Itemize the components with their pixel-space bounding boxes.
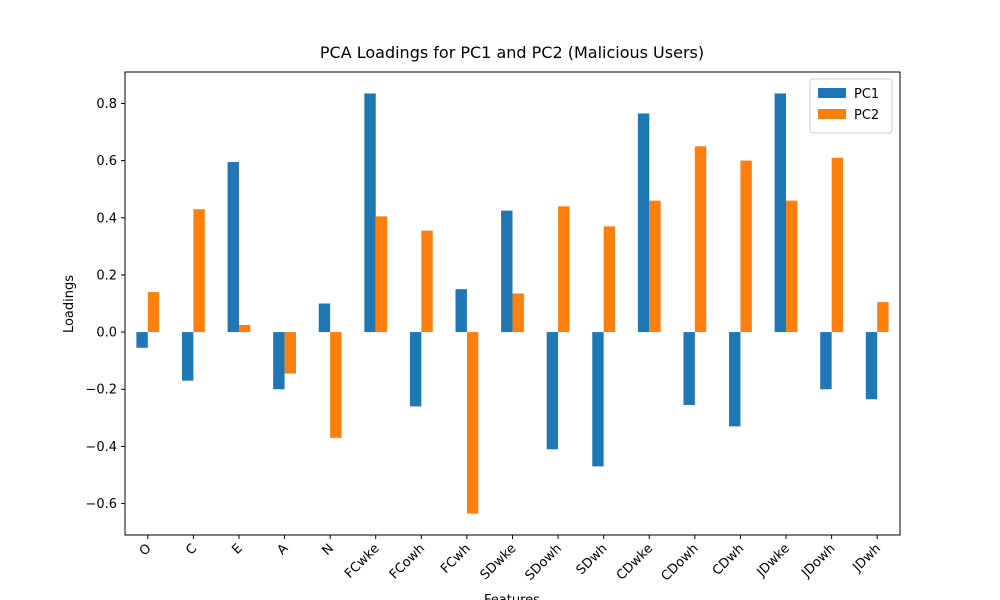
- y-tick-label: 0.8: [96, 97, 117, 112]
- x-tick-label: SDwh: [574, 541, 611, 578]
- bar: [147, 292, 160, 333]
- bar: [455, 289, 467, 333]
- y-axis-label: Loadings: [62, 275, 77, 333]
- x-tick-label: A: [274, 541, 291, 558]
- x-tick-label: C: [183, 541, 200, 558]
- bar: [546, 332, 559, 450]
- x-tick-label: FCowh: [387, 541, 428, 582]
- legend-label: PC1: [854, 87, 879, 102]
- x-tick-label: JDwke: [754, 541, 793, 580]
- bar: [694, 146, 707, 333]
- bar: [193, 209, 205, 333]
- plot-frame: [124, 71, 901, 536]
- bar: [136, 332, 148, 348]
- bar: [501, 210, 513, 333]
- x-tick-label: JDowh: [798, 541, 838, 581]
- bar: [865, 332, 878, 400]
- bar: [512, 293, 524, 333]
- bar: [466, 332, 479, 514]
- bar: [740, 160, 752, 333]
- x-tick-label: SDowh: [522, 541, 564, 583]
- bar: [421, 230, 433, 333]
- bar: [273, 332, 285, 390]
- x-tick-label: N: [319, 541, 336, 558]
- bar: [831, 157, 844, 333]
- bar: [877, 302, 889, 333]
- legend-box: [809, 78, 893, 134]
- bar: [603, 226, 616, 333]
- y-tick-label: −0.2: [85, 383, 117, 398]
- legend-swatch: [818, 88, 846, 98]
- bar: [683, 332, 695, 405]
- bar: [592, 332, 604, 467]
- x-axis-label: Features: [484, 593, 540, 600]
- bar: [375, 216, 388, 333]
- bar: [786, 200, 798, 333]
- y-tick-label: 0.0: [96, 326, 117, 341]
- bar: [729, 332, 741, 427]
- bar: [820, 332, 832, 390]
- x-tick-label: O: [137, 541, 155, 559]
- x-tick-label: FCwh: [438, 541, 474, 577]
- bar: [649, 200, 661, 333]
- bar: [330, 332, 342, 438]
- bar: [558, 206, 570, 333]
- bar: [284, 332, 296, 374]
- bar: [227, 162, 239, 333]
- y-tick-label: 0.2: [96, 268, 117, 283]
- bar: [318, 303, 331, 333]
- bar: [181, 332, 194, 381]
- x-tick-label: FCwke: [342, 541, 382, 581]
- y-tick-label: 0.4: [96, 211, 117, 226]
- x-tick-label: CDowh: [659, 541, 702, 584]
- chart-title: PCA Loadings for PC1 and PC2 (Malicious …: [320, 43, 704, 62]
- x-tick-label: SDwke: [478, 541, 520, 583]
- y-tick-label: −0.6: [85, 497, 117, 512]
- bar: [238, 324, 251, 333]
- bar: [774, 93, 787, 333]
- y-tick-label: 0.6: [96, 154, 117, 169]
- bar: [637, 113, 650, 333]
- legend-label: PC2: [854, 108, 879, 123]
- y-tick-label: −0.4: [85, 440, 117, 455]
- bar: [409, 332, 422, 407]
- bar: [364, 93, 376, 333]
- legend-swatch: [818, 109, 846, 119]
- x-tick-label: E: [229, 541, 245, 557]
- x-tick-label: JDwh: [850, 541, 884, 575]
- x-tick-label: CDwke: [614, 541, 656, 583]
- x-tick-label: CDwh: [710, 541, 747, 578]
